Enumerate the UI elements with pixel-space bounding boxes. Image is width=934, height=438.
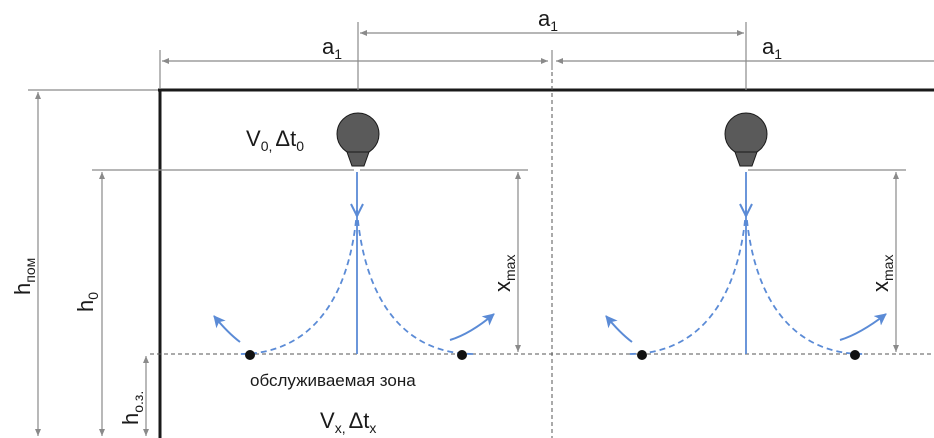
measurement-point-icon-1 (245, 350, 255, 360)
room-outline (150, 58, 934, 438)
airflow-arrow-icon-right-out2 (839, 313, 887, 341)
airflow-arrow-icon-left-out (213, 315, 241, 343)
label-a1-left: a1 (322, 34, 342, 62)
xmax-dimensions (360, 169, 906, 352)
label-h-room: hпом (10, 258, 38, 295)
measurement-point-icon-2 (457, 350, 467, 360)
airflow-curve-left-b (356, 209, 475, 355)
label-a1-top: a1 (538, 6, 558, 34)
label-x-max-right: xmax (868, 255, 896, 292)
label-h-zero: h0 (73, 292, 101, 312)
measurement-point-icon-3 (637, 350, 647, 360)
label-x-max-left: xmax (490, 255, 518, 292)
ceiling-diffuser-icon-left (336, 112, 380, 167)
airflow-curve-right-b (745, 209, 864, 355)
label-diffuser-params: V0, Δt0 (246, 126, 304, 154)
airflow-arrow-icon-right-out (605, 315, 633, 343)
measurement-point-icon-4 (850, 350, 860, 360)
label-a1-right: a1 (762, 34, 782, 62)
label-zone-params: Vx, Δtx (320, 408, 376, 436)
left-dimensions (28, 89, 354, 436)
top-dimensions (159, 22, 934, 90)
label-h-zone: hо.з. (118, 391, 146, 425)
airflow-arrow-icon-left-out2 (449, 313, 495, 341)
label-service-zone: обслуживаемая зона (250, 371, 416, 390)
airflow-curve-right-a (628, 209, 747, 355)
airflow-jet-right (605, 172, 887, 355)
airflow-curve-left-a (239, 209, 358, 355)
ceiling-diffuser-icon-right (724, 112, 768, 167)
airflow-jet-left (213, 172, 495, 355)
